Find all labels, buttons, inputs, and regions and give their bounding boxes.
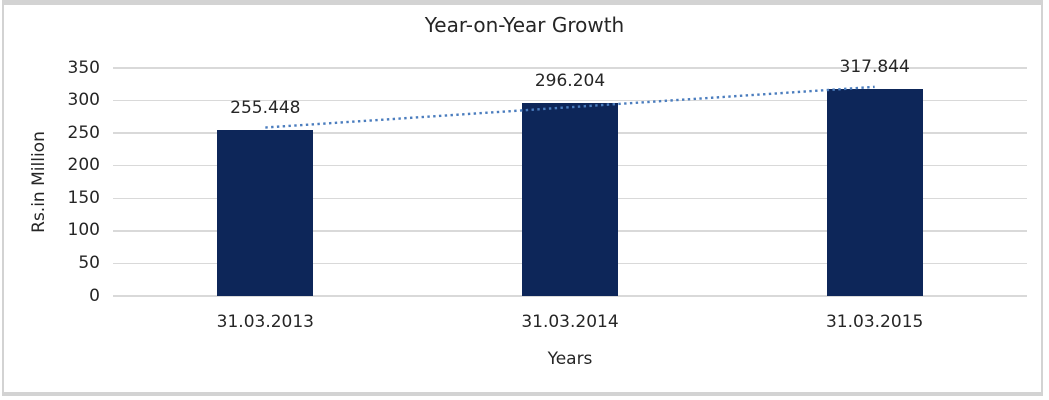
bar <box>217 129 314 296</box>
data-label: 255.448 <box>230 97 301 118</box>
data-label: 296.204 <box>534 71 606 92</box>
y-tick-label: 350 <box>67 57 100 78</box>
x-category-label: 31.03.2013 <box>216 312 314 332</box>
gridline <box>113 295 1027 297</box>
gridline <box>113 99 1027 102</box>
bar <box>826 88 923 296</box>
chart-title: Year-on-Year Growth <box>424 13 625 37</box>
x-axis-title: Years <box>547 349 593 369</box>
gridline <box>113 67 1027 69</box>
y-tick-label: 0 <box>89 285 100 306</box>
y-tick-label: 200 <box>67 155 100 176</box>
y-tick-label: 50 <box>78 252 100 273</box>
bar <box>522 103 618 296</box>
y-tick-label: 300 <box>67 90 100 111</box>
y-tick-label: 100 <box>67 220 100 241</box>
data-label: 317.844 <box>839 56 910 77</box>
y-tick-label: 150 <box>67 187 100 208</box>
y-tick-label: 250 <box>67 122 100 143</box>
x-category-label: 31.03.2015 <box>825 312 924 332</box>
x-category-label: 31.03.2014 <box>521 312 619 332</box>
